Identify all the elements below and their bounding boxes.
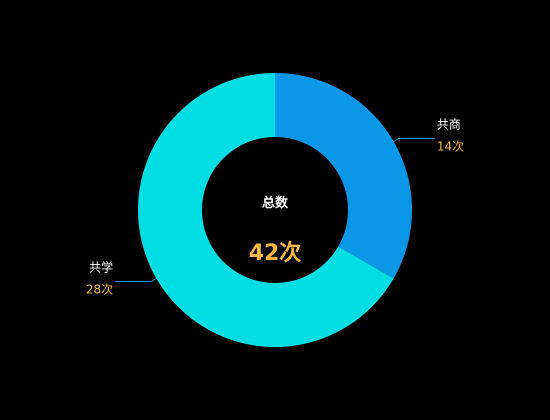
leader-line-1 — [115, 278, 157, 282]
donut-slice-0 — [275, 73, 412, 279]
center-total-title: 总数 — [262, 195, 289, 211]
leader-line-0 — [393, 138, 435, 142]
donut-slice-1 — [137, 73, 394, 347]
slices-group — [137, 73, 412, 347]
center-total-value: 42次 — [249, 240, 302, 266]
leader-lines-group — [115, 138, 435, 282]
slice-label-value-0: 14次 — [437, 140, 464, 154]
slice-label-name-0: 共商 — [437, 117, 461, 132]
slice-label-value-1: 28次 — [86, 283, 113, 297]
slice-label-name-1: 共学 — [89, 260, 113, 275]
